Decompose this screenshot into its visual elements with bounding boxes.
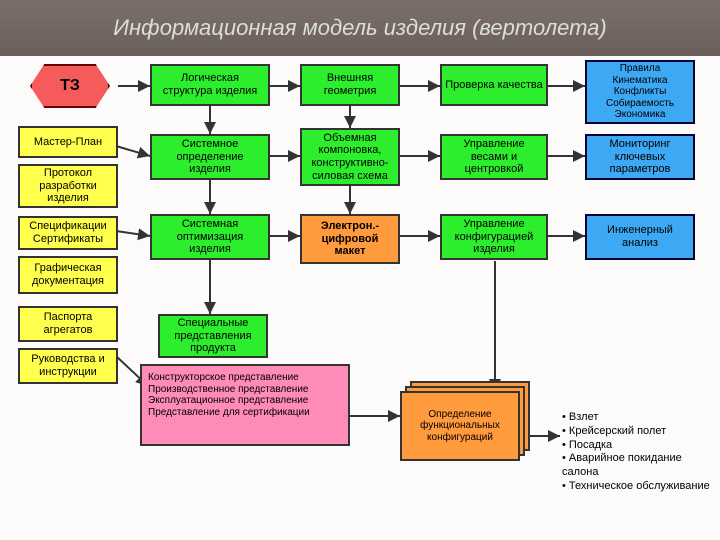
- box-ext-geometry: Внешняя геометрия: [300, 64, 400, 106]
- box-quality: Проверка качества: [440, 64, 548, 106]
- box-system-def: Системное определение изделия: [150, 134, 270, 180]
- box-config-mgmt: Управление конфигурацией изделия: [440, 214, 548, 260]
- box-master-plan: Мастер-План: [18, 126, 118, 158]
- stack-label: Определение функциональных конфигураций: [400, 391, 520, 461]
- diagram-canvas: ТЗ Мастер-План Протокол разработки издел…: [0, 56, 720, 540]
- box-logic-structure: Логическая структура изделия: [150, 64, 270, 106]
- list-item: Посадка: [562, 439, 712, 453]
- box-representations: Конструкторское представление Производст…: [140, 364, 350, 446]
- box-rules: Правила Кинематика Конфликты Собираемост…: [585, 60, 695, 124]
- box-special-views: Специальные представления продукта: [158, 314, 268, 358]
- box-weights: Управление весами и центровкой: [440, 134, 548, 180]
- page-title: Информационная модель изделия (вертолета…: [0, 0, 720, 56]
- box-digital-mockup: Электрон.-цифровой макет: [300, 214, 400, 264]
- list-item: Взлет: [562, 411, 712, 425]
- stack-func-config: Определение функциональных конфигураций: [400, 391, 520, 461]
- box-passports: Паспорта агрегатов: [18, 306, 118, 342]
- box-layout: Объемная компоновка, конструктивно-силов…: [300, 128, 400, 186]
- box-protocol: Протокол разработки изделия: [18, 164, 118, 208]
- box-eng-analysis: Инженерный анализ: [585, 214, 695, 260]
- box-spec-cert: Спецификации Сертификаты: [18, 216, 118, 250]
- box-system-opt: Системная оптимизация изделия: [150, 214, 270, 260]
- scenario-list: Взлет Крейсерский полет Посадка Аварийно…: [562, 411, 712, 494]
- list-item: Техническое обслуживание: [562, 480, 712, 494]
- box-monitoring: Мониторинг ключевых параметров: [585, 134, 695, 180]
- hex-tz: ТЗ: [30, 64, 110, 108]
- list-item: Крейсерский полет: [562, 425, 712, 439]
- box-graph-doc: Графическая документация: [18, 256, 118, 294]
- list-item: Аварийное покидание салона: [562, 452, 712, 480]
- box-manuals: Руководства и инструкции: [18, 348, 118, 384]
